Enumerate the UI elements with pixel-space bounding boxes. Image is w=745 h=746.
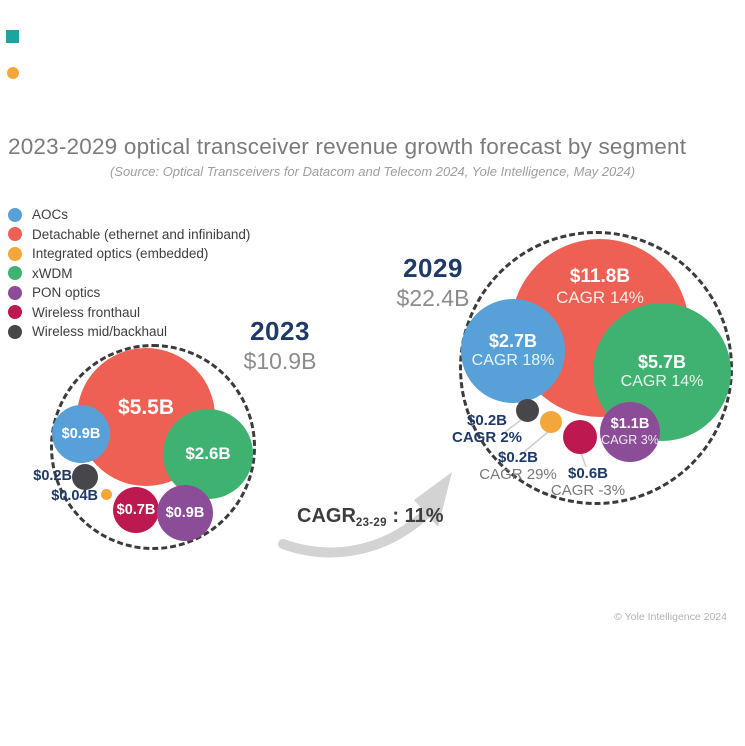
dashed-outline-2029 [459,231,733,505]
dashed-outline-2023 [50,344,256,550]
bubble-value: $5.7B [637,352,687,373]
bubble-cagr: CAGR 14% [620,373,704,391]
bubble-2023-xwdm: $2.6B [163,409,253,499]
legend-dot-icon [8,227,22,242]
orange-dot-icon [7,67,19,79]
bubble-value: $1.1B [610,416,650,433]
year-total: $22.4B [396,285,470,311]
bubble-2023-pon-optics: $0.9B [157,485,213,541]
bubble-value: $5.5B [117,395,175,419]
bubble-value: $11.8B [569,266,631,288]
legend-item-wireless-mid-backhaul: Wireless mid/backhaul [8,322,250,342]
label-value: $0.2B [497,449,539,466]
bubble-2023-wireless-fronthaul: $0.7B [113,487,159,533]
bubble-value: $2.7B [488,331,538,352]
label-2029-wireless-mid-backhaul: $0.2B CAGR 2% [447,412,527,447]
legend-dot-icon [8,246,22,261]
cagr-word: CAGR [297,505,356,527]
legend-label: xWDM [32,265,73,281]
bubble-2023-integrated-optics [101,489,112,500]
label-2029-wireless-fronthaul: $0.6B CAGR -3% [548,465,628,500]
year-header-2029: 2029 $22.4B [363,253,503,312]
legend-dot-icon [8,207,22,222]
legend-label: AOCs [32,207,69,223]
page-title: 2023-2029 optical transceiver revenue gr… [8,134,687,159]
bubble-2023-wireless-mid-backhaul [72,464,98,490]
label-2023-wireless-mid-backhaul: $0.2B [33,468,72,484]
legend-label: PON optics [32,285,101,301]
year-total: $10.9B [243,348,317,374]
cagr-value: : 11% [392,505,444,527]
teal-square-icon [6,30,19,43]
label-2023-integrated-optics: $0.04B [51,488,98,504]
bubble-2029-integrated-optics [540,411,562,433]
legend-label: Wireless mid/backhaul [32,324,168,340]
cagr-subscript: 23-29 [355,517,387,529]
label-2029-integrated-optics: $0.2B CAGR 29% [478,449,558,484]
label-value: $0.2B [466,412,508,429]
bubble-2029-wireless-mid-backhaul [516,399,539,422]
bubble-cagr: CAGR 14% [556,288,644,308]
legend-item-integrated-optics: Integrated optics (embedded) [8,244,250,264]
year-label: 2023 [250,316,310,346]
legend-item-wireless-fronthaul: Wireless fronthaul [8,303,250,323]
legend-item-aocs: AOCs [8,205,250,225]
bubble-2029-aocs: $2.7B CAGR 18% [461,299,565,403]
bubble-cagr: CAGR 18% [471,352,555,370]
bubble-2023-aocs: $0.9B [52,405,110,463]
year-header-2023: 2023 $10.9B [210,316,350,375]
legend-item-xwdm: xWDM [8,264,250,284]
label-value: $0.6B [567,465,609,482]
legend-item-pon-optics: PON optics [8,283,250,303]
legend-dot-icon [8,305,22,320]
legend-dot-icon [8,266,22,281]
legend-label: Detachable (ethernet and infiniband) [32,226,251,242]
bubble-value: $0.9B [61,425,101,442]
legend-dot-icon [8,324,22,339]
year-label: 2029 [403,253,463,283]
bubble-value: $0.9B [165,504,205,521]
label-cagr: CAGR 29% [479,465,557,483]
copyright-notice: © Yole Intelligence 2024 [614,611,727,623]
legend-dot-icon [8,285,22,300]
legend-item-detachable: Detachable (ethernet and infiniband) [8,225,250,245]
cagr-23-29-annotation: CAGR23-29 : 11% [297,505,444,529]
bubble-2029-wireless-fronthaul [563,420,597,454]
label-cagr: CAGR 2% [451,428,522,446]
source-subtitle: (Source: Optical Transceivers for Dataco… [109,164,636,179]
legend-label: Integrated optics (embedded) [32,246,209,262]
legend: AOCs Detachable (ethernet and infiniband… [8,205,250,342]
bubble-value: $2.6B [185,444,231,464]
bubble-value: $0.7B [116,501,156,518]
bubble-2029-pon-optics: $1.1B CAGR 3% [600,402,660,462]
legend-label: Wireless fronthaul [32,304,141,320]
bubble-cagr: CAGR 3% [601,433,659,448]
label-cagr: CAGR -3% [550,481,626,499]
